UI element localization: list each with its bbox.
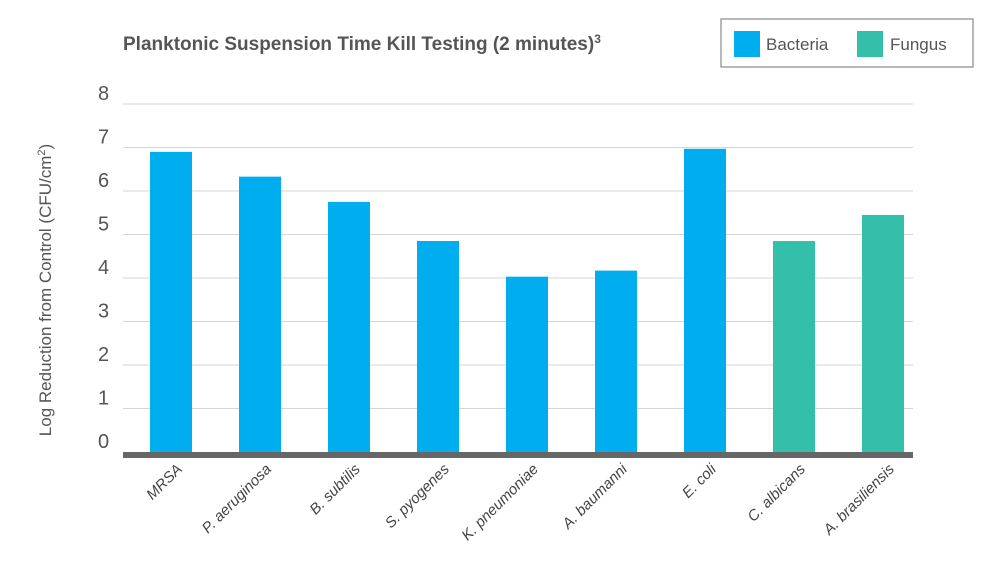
bar-a-brasiliensis	[862, 214, 904, 452]
y-tick-label-1: 1	[98, 388, 109, 410]
x-category-label-p-aeruginosa: P. aeruginosa	[199, 461, 275, 537]
bar-s-pyogenes	[417, 241, 459, 452]
x-axis-baseline	[123, 452, 913, 458]
bar-p-aeruginosa	[239, 176, 281, 452]
y-tick-label-3: 3	[98, 301, 109, 323]
x-category-label-k-pneumoniae: K. pneumoniae	[458, 461, 541, 544]
legend-swatch-bacteria	[734, 31, 760, 57]
y-tick-label-7: 7	[98, 127, 109, 149]
bars	[150, 148, 904, 452]
bar-a-baumanni	[595, 270, 637, 452]
legend-label-bacteria: Bacteria	[766, 35, 829, 54]
y-tick-label-2: 2	[98, 344, 109, 366]
bar-mrsa	[150, 151, 192, 452]
y-tick-label-5: 5	[98, 214, 109, 236]
chart-title: Planktonic Suspension Time Kill Testing …	[123, 32, 601, 55]
bar-b-subtilis	[328, 201, 370, 452]
x-category-label-s-pyogenes: S. pyogenes	[382, 460, 453, 531]
y-tick-label-8: 8	[98, 83, 109, 105]
x-category-label-c-albicans: C. albicans	[744, 460, 809, 525]
y-tick-label-0: 0	[98, 431, 109, 453]
x-category-label-b-subtilis: B. subtilis	[306, 460, 364, 518]
y-tick-labels: 0 1 2 3 4 5 6 7 8	[98, 83, 109, 453]
y-axis-label: Log Reduction from Control (CFU/cm2)	[36, 144, 55, 436]
bar-k-pneumoniae	[506, 276, 548, 452]
bar-c-albicans	[773, 241, 815, 452]
legend-label-fungus: Fungus	[890, 35, 947, 54]
y-tick-label-6: 6	[98, 170, 109, 192]
y-tick-label-4: 4	[98, 257, 109, 279]
x-category-label-mrsa: MRSA	[143, 461, 186, 504]
legend-swatch-fungus	[857, 31, 883, 57]
bar-e-coli	[684, 148, 726, 452]
x-category-label-a-brasiliensis: A. brasiliensis	[820, 460, 899, 539]
legend-box	[720, 18, 974, 68]
legend: Bacteria Fungus	[720, 18, 974, 68]
x-category-labels: MRSA P. aeruginosa B. subtilis S. pyogenes K…	[143, 460, 898, 544]
x-category-label-a-baumanni: A. baumanni	[559, 460, 632, 533]
x-category-label-e-coli: E. coli	[679, 460, 720, 501]
